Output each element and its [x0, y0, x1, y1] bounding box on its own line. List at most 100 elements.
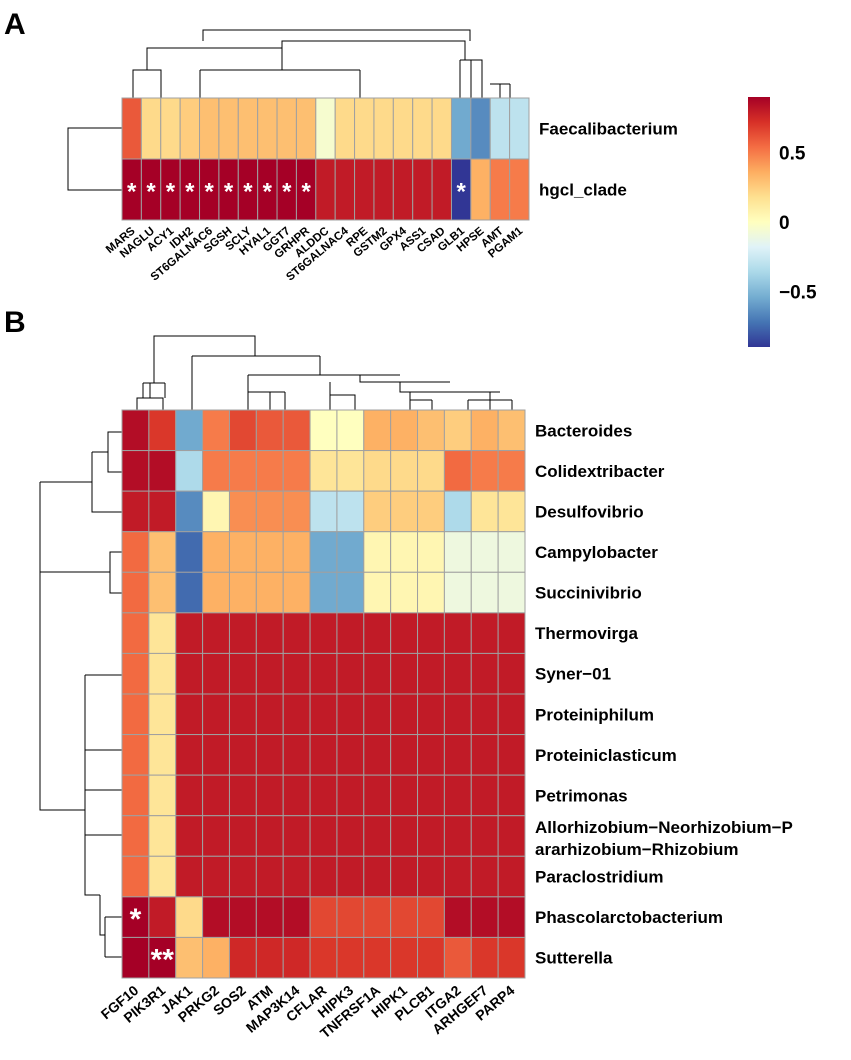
heatmap-cell — [390, 409, 419, 452]
heatmap-cell — [509, 158, 530, 221]
significance-marker: * — [185, 179, 195, 206]
heatmap-cell — [431, 158, 452, 221]
heatmap-cell — [309, 855, 338, 898]
heatmap-cell — [390, 815, 419, 857]
heatmap-cell — [228, 571, 257, 614]
heatmap-cell — [148, 571, 177, 614]
row-label: Bacteroides — [535, 421, 632, 440]
heatmap-cell — [121, 855, 150, 898]
row-label: Sutterella — [535, 949, 613, 968]
heatmap-cell — [175, 409, 204, 452]
heatmap-cell — [390, 531, 419, 573]
heatmap-cell — [497, 612, 526, 654]
heatmap-cell — [443, 734, 472, 776]
heatmap-cell — [309, 450, 338, 492]
heatmap-cell — [282, 612, 311, 654]
heatmap-cell — [489, 97, 511, 160]
heatmap-cell — [470, 531, 499, 573]
heatmap-cell — [228, 693, 257, 736]
row-label: Syner−01 — [535, 665, 611, 684]
heatmap-cell — [443, 571, 472, 614]
heatmap-cell — [363, 490, 392, 533]
heatmap-cell — [373, 158, 394, 221]
heatmap-cell — [450, 97, 472, 160]
heatmap-cell — [309, 936, 338, 979]
heatmap-cell — [363, 693, 392, 736]
heatmap-cell — [417, 652, 445, 695]
heatmap-cell — [417, 409, 445, 452]
heatmap-cell — [497, 693, 526, 736]
heatmap-cell — [309, 490, 338, 533]
colorbar: 0.5 0 −0.5 — [748, 97, 817, 347]
row-label: Faecalibacterium — [539, 120, 678, 139]
heatmap-cell — [443, 774, 472, 817]
panel-a-heatmap: * * * * * * * * * * * Faecalibacterium hgcl_clade M… — [67, 29, 678, 284]
significance-marker: ** — [151, 944, 175, 977]
heatmap-cell — [390, 855, 419, 898]
heatmap-cell — [336, 531, 365, 573]
significance-marker: * — [301, 179, 311, 206]
heatmap-cell — [470, 490, 499, 533]
heatmap-cell — [255, 571, 284, 614]
row-label: Allorhizobium−Neorhizobium−P ararhizobium… — [535, 818, 793, 859]
heatmap-cell — [309, 734, 338, 776]
heatmap-cell — [470, 896, 499, 938]
heatmap-cell — [417, 734, 445, 776]
heatmap-cell — [237, 97, 259, 160]
heatmap-cell — [470, 97, 491, 160]
heatmap-cell — [443, 855, 472, 898]
heatmap-cell — [202, 815, 230, 857]
heatmap-cell — [390, 896, 419, 938]
row-label: Succinivibrio — [535, 584, 642, 603]
significance-marker: * — [282, 179, 292, 206]
heatmap-cell — [121, 774, 150, 817]
significance-marker: * — [205, 179, 215, 206]
heatmap-cell — [336, 815, 365, 857]
panel-a-column-dendrogram — [132, 29, 511, 98]
heatmap-cell — [148, 409, 177, 452]
heatmap-cell — [255, 490, 284, 533]
heatmap-cell — [363, 450, 392, 492]
heatmap-cell — [489, 158, 511, 221]
heatmap-cell — [255, 936, 284, 979]
heatmap-cell — [228, 774, 257, 817]
row-label-line: Allorhizobium−Neorhizobium−P — [535, 818, 793, 837]
heatmap-cell — [497, 409, 526, 452]
heatmap-cell — [363, 936, 392, 979]
heatmap-cell — [443, 490, 472, 533]
significance-marker: * — [146, 179, 156, 206]
heatmap-cell — [497, 450, 526, 492]
heatmap-cell — [470, 409, 499, 452]
heatmap-cell — [148, 896, 177, 938]
heatmap-cell — [417, 450, 445, 492]
heatmap-cell — [390, 693, 419, 736]
heatmap-cell — [179, 97, 201, 160]
colorbar-tick-label: 0 — [779, 213, 790, 234]
row-label: Proteiniclasticum — [535, 746, 677, 765]
heatmap-cell — [417, 612, 445, 654]
heatmap-cell — [202, 936, 230, 979]
heatmap-cell — [470, 571, 499, 614]
heatmap-cell — [282, 409, 311, 452]
heatmap-cell — [390, 652, 419, 695]
heatmap-cell — [470, 612, 499, 654]
heatmap-cell — [202, 774, 230, 817]
heatmap-cell — [202, 855, 230, 898]
heatmap-cell — [363, 612, 392, 654]
heatmap-cell — [336, 774, 365, 817]
row-label: hgcl_clade — [539, 181, 627, 200]
panel-b-row-labels: Bacteroides Colidextribacter Desulfovibrio… — [535, 421, 793, 967]
heatmap-cell — [282, 855, 311, 898]
heatmap-cell — [336, 855, 365, 898]
heatmap-cell — [282, 693, 311, 736]
heatmap-cell — [148, 936, 177, 979]
heatmap-cell — [497, 571, 526, 614]
heatmap-cell — [363, 409, 392, 452]
heatmap-cell — [336, 409, 365, 452]
heatmap-cell — [255, 774, 284, 817]
heatmap-cell — [443, 612, 472, 654]
heatmap-cell — [148, 652, 177, 695]
heatmap-cell — [121, 896, 150, 938]
heatmap-cell — [121, 571, 150, 614]
